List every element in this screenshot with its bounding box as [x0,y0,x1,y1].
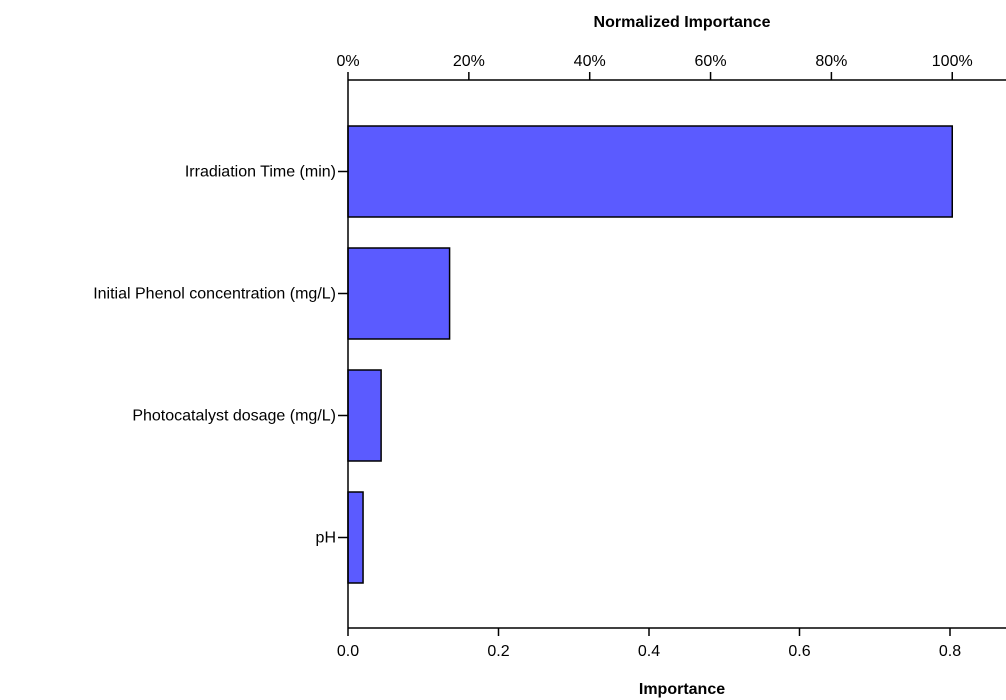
bottom-tick-label: 0.8 [939,643,961,660]
bottom-tick-label: 0.6 [788,643,810,660]
top-axis: 0% 20% 40% 60% 80% 100% [336,53,973,80]
category-label: pH [316,530,336,547]
bottom-axis: 0.0 0.2 0.4 0.6 0.8 [337,628,961,660]
bar-2 [347,369,382,462]
bar-1 [347,247,451,340]
category-label: Initial Phenol concentration (mg/L) [93,286,336,303]
top-tick-label: 20% [453,53,485,70]
bars-group [347,125,954,584]
bottom-tick-label: 0.2 [487,643,509,660]
bar-3 [347,491,364,584]
top-axis-title: Normalized Importance [594,14,771,31]
bottom-axis-title: Importance [639,681,725,698]
bottom-tick-label: 0.4 [638,643,660,660]
bottom-tick-label: 0.0 [337,643,359,660]
category-axis: Irradiation Time (min) Initial Phenol con… [93,164,348,547]
category-label: Irradiation Time (min) [185,164,336,181]
top-tick-label: 100% [932,53,973,70]
top-tick-label: 40% [574,53,606,70]
bar-0 [347,125,954,218]
top-tick-label: 60% [695,53,727,70]
category-label: Photocatalyst dosage (mg/L) [132,408,336,425]
top-tick-label: 80% [815,53,847,70]
top-tick-label: 0% [336,53,359,70]
